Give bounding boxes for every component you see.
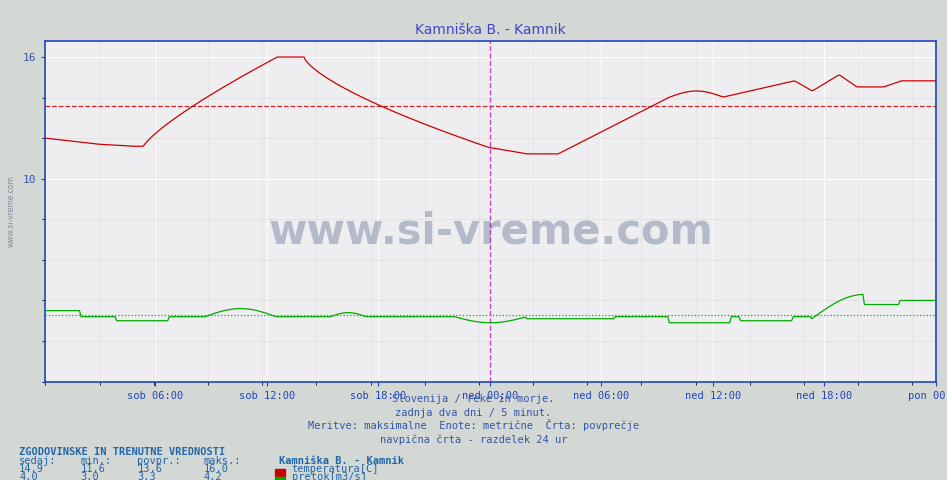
Text: ZGODOVINSKE IN TRENUTNE VREDNOSTI: ZGODOVINSKE IN TRENUTNE VREDNOSTI [19, 447, 225, 457]
Text: 13.6: 13.6 [137, 464, 162, 474]
Title: Kamniška B. - Kamnik: Kamniška B. - Kamnik [415, 23, 566, 37]
Text: Meritve: maksimalne  Enote: metrične  Črta: povprečje: Meritve: maksimalne Enote: metrične Črta… [308, 419, 639, 431]
Text: temperatura[C]: temperatura[C] [292, 464, 379, 474]
Text: www.si-vreme.com: www.si-vreme.com [268, 211, 713, 252]
Text: zadnja dva dni / 5 minut.: zadnja dva dni / 5 minut. [396, 408, 551, 418]
Text: 3.3: 3.3 [137, 472, 156, 480]
Text: 16.0: 16.0 [204, 464, 228, 474]
Text: 4.2: 4.2 [204, 472, 223, 480]
Text: navpična črta - razdelek 24 ur: navpična črta - razdelek 24 ur [380, 434, 567, 444]
Text: 3.0: 3.0 [80, 472, 99, 480]
Text: Kamniška B. - Kamnik: Kamniška B. - Kamnik [279, 456, 404, 466]
Text: povpr.:: povpr.: [137, 456, 181, 466]
Text: sedaj:: sedaj: [19, 456, 57, 466]
Text: maks.:: maks.: [204, 456, 241, 466]
Text: pretok[m3/s]: pretok[m3/s] [292, 472, 366, 480]
Text: www.si-vreme.com: www.si-vreme.com [8, 175, 16, 247]
Text: 14.9: 14.9 [19, 464, 44, 474]
Text: min.:: min.: [80, 456, 112, 466]
Text: Slovenija / reke in morje.: Slovenija / reke in morje. [392, 394, 555, 404]
Text: 4.0: 4.0 [19, 472, 38, 480]
Text: 11.6: 11.6 [80, 464, 105, 474]
